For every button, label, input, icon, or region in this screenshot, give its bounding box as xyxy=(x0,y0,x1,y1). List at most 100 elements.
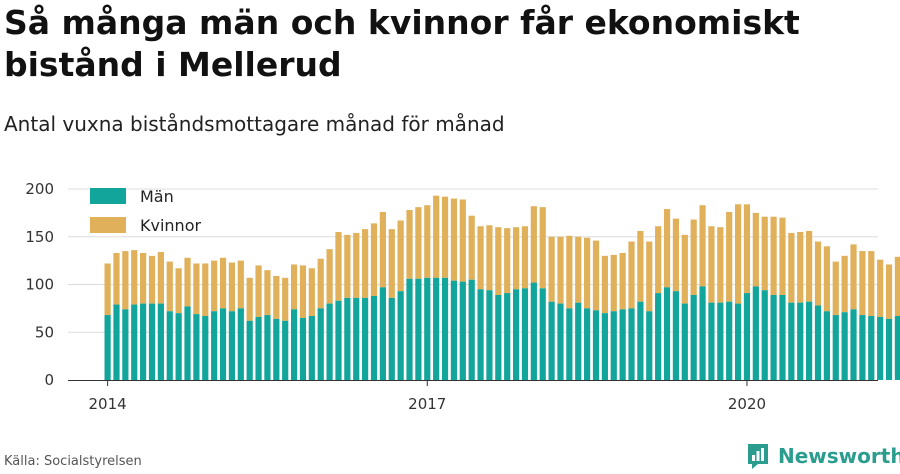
bar-kvinnor xyxy=(788,232,795,303)
legend-swatch-kvinnor xyxy=(90,217,126,233)
bar-kvinnor xyxy=(779,217,786,296)
bar-man xyxy=(628,308,635,380)
bar-kvinnor xyxy=(370,223,378,296)
bar-man xyxy=(841,312,848,380)
bar-kvinnor xyxy=(157,252,164,304)
bar-kvinnor xyxy=(424,205,431,278)
bar-man xyxy=(219,308,227,380)
bar-kvinnor xyxy=(299,265,307,318)
bar-man xyxy=(450,280,458,380)
bar-kvinnor xyxy=(655,226,662,294)
bar-man xyxy=(672,291,680,380)
bar-man xyxy=(637,301,644,380)
bar-kvinnor xyxy=(495,227,502,296)
bar-kvinnor xyxy=(548,236,555,302)
newsworthy-logo-icon xyxy=(748,444,768,469)
bar-kvinnor xyxy=(512,227,520,290)
bar-kvinnor xyxy=(246,277,253,321)
bar-kvinnor xyxy=(406,210,413,279)
bar-man xyxy=(344,297,351,380)
bar-man xyxy=(761,290,768,380)
bar-man xyxy=(184,306,191,380)
bar-kvinnor xyxy=(290,264,298,310)
bar-kvinnor xyxy=(335,231,342,301)
bar-kvinnor xyxy=(477,226,484,290)
bar-kvinnor xyxy=(841,255,848,313)
bar-kvinnor xyxy=(175,268,182,314)
bar-man xyxy=(726,301,733,380)
bar-kvinnor xyxy=(699,205,706,287)
bar-kvinnor xyxy=(859,251,866,316)
bar-man xyxy=(770,295,777,380)
bar-man xyxy=(166,311,173,380)
bar-kvinnor xyxy=(308,268,315,317)
bar-kvinnor xyxy=(885,264,893,319)
bar-man xyxy=(504,293,511,380)
bar-kvinnor xyxy=(148,255,156,304)
bar-man xyxy=(859,315,866,380)
bar-man xyxy=(441,277,449,380)
bar-man xyxy=(823,311,830,380)
bar-man xyxy=(122,309,129,380)
bar-kvinnor xyxy=(397,220,404,292)
newsworthy-logo-text: Newsworthy xyxy=(778,444,900,468)
bar-man xyxy=(406,278,413,380)
x-tick-label: 2017 xyxy=(408,395,446,413)
bar-kvinnor xyxy=(122,251,129,310)
bar-man xyxy=(743,293,751,380)
bar-kvinnor xyxy=(734,204,742,304)
bar-kvinnor xyxy=(521,226,529,289)
bar-kvinnor xyxy=(388,229,395,298)
bar-man xyxy=(814,305,822,380)
bar-kvinnor xyxy=(770,216,777,296)
bar-man xyxy=(424,277,431,380)
bar-kvinnor xyxy=(592,240,600,311)
bar-man xyxy=(610,311,617,380)
bar-man xyxy=(282,320,289,380)
bar-man xyxy=(655,293,662,380)
bar-man xyxy=(885,318,893,380)
chart-title: Så många män och kvinnor får ekonomiskt … xyxy=(4,3,800,84)
bar-kvinnor xyxy=(379,211,386,288)
y-tick-label: 150 xyxy=(25,228,54,246)
bar-man xyxy=(699,286,706,380)
bar-man xyxy=(202,316,209,380)
bar-kvinnor xyxy=(273,275,280,319)
bar-man xyxy=(530,282,537,380)
legend-swatch-man xyxy=(90,188,126,204)
bar-man xyxy=(326,303,333,380)
bar-kvinnor xyxy=(228,262,236,312)
bar-man xyxy=(850,309,857,380)
legend-label: Kvinnor xyxy=(140,216,201,235)
axes: 0501001502002014201720202022 xyxy=(25,180,878,413)
bar-kvinnor xyxy=(219,257,227,309)
bar-man xyxy=(619,309,626,380)
bar-man xyxy=(690,295,697,380)
bar-man xyxy=(797,302,804,380)
bar-kvinnor xyxy=(140,252,147,304)
bar-man xyxy=(788,302,795,380)
bar-kvinnor xyxy=(806,231,813,302)
bar-man xyxy=(290,309,298,380)
bar-kvinnor xyxy=(459,199,466,282)
bar-kvinnor xyxy=(450,198,458,281)
bar-kvinnor xyxy=(131,250,138,305)
bar-kvinnor xyxy=(832,261,839,316)
bar-kvinnor xyxy=(761,216,768,291)
bar-man xyxy=(397,291,404,380)
bar-man xyxy=(681,303,688,380)
bar-kvinnor xyxy=(282,277,289,321)
bar-man xyxy=(193,314,200,380)
bar-kvinnor xyxy=(353,232,360,298)
bar-man xyxy=(246,320,253,380)
bar-kvinnor xyxy=(566,235,573,309)
bar-man xyxy=(575,302,582,380)
bar-kvinnor xyxy=(530,206,537,283)
bar-kvinnor xyxy=(211,260,218,312)
bar-man xyxy=(308,316,315,380)
bar-man xyxy=(113,304,120,380)
bar-man xyxy=(370,295,378,380)
bar-kvinnor xyxy=(104,263,111,316)
bar-kvinnor xyxy=(681,234,688,304)
